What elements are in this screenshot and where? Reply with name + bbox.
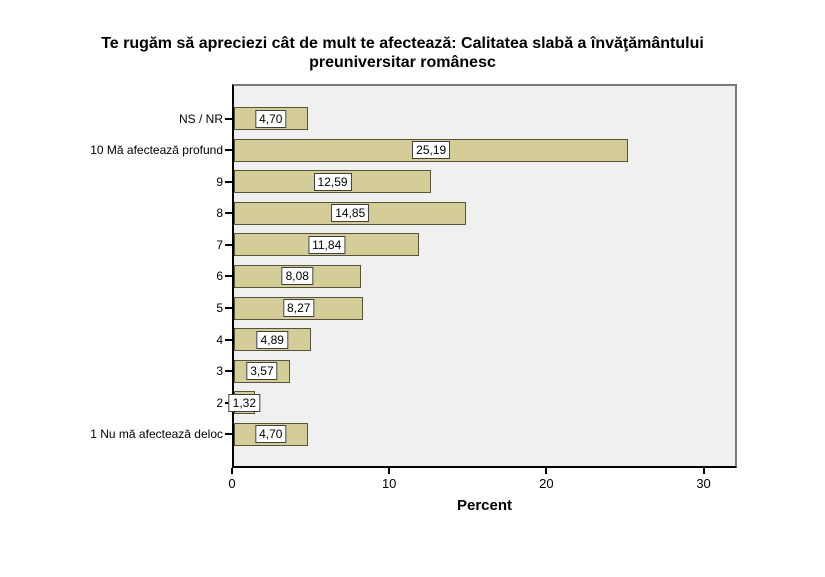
category-label: 5: [216, 301, 223, 316]
x-axis-title: Percent: [456, 497, 513, 514]
category-label: 3: [216, 364, 223, 379]
bar-row-4: 4 4,89: [216, 328, 735, 352]
x-tick-label: 20: [539, 476, 554, 491]
value-label: 12,59: [313, 172, 352, 191]
bar-row-8: 8 14,85: [216, 201, 735, 225]
bar: 3,57: [234, 359, 290, 383]
category-label: 9: [216, 174, 223, 189]
category-label: 10 Mă afectează profund: [90, 143, 223, 158]
bar-row-9: 9 12,59: [216, 170, 735, 194]
category-label: 8: [216, 206, 223, 221]
bar: 4,70: [234, 422, 308, 446]
value-label: 14,85: [331, 204, 370, 223]
y-tick-mark: [225, 180, 232, 183]
y-tick-mark: [225, 401, 232, 404]
bar: 25,19: [234, 138, 629, 162]
value-label: 4,70: [255, 109, 287, 128]
y-tick-mark: [225, 433, 232, 436]
y-tick-mark: [225, 243, 232, 246]
bar-row-2: 2 1,32: [216, 391, 735, 415]
value-label: 1,32: [228, 393, 261, 412]
category-label: 1 Nu mă afectează deloc: [90, 427, 223, 442]
value-label: 4,89: [256, 330, 288, 349]
x-tick-label: 10: [381, 476, 397, 491]
bar-rows: NS / NR 4,70 10 Mă afectează profund 25,…: [90, 86, 735, 466]
bar: 4,70: [234, 107, 308, 130]
category-label: NS / NR: [178, 111, 223, 126]
x-tick-label: 0: [228, 476, 236, 491]
chart-title: Te rugăm să apreciezi cât de mult te afe…: [101, 35, 704, 71]
bar-row-3: 3 3,57: [216, 359, 735, 383]
bar-row-10: 10 Mă afectează profund 25,19: [90, 138, 735, 162]
x-tick-label: 30: [696, 476, 711, 491]
bar: 14,85: [234, 201, 467, 225]
bar-row-7: 7 11,84: [216, 233, 735, 257]
y-tick-mark: [225, 338, 232, 341]
category-label: 4: [216, 332, 223, 347]
bar: 4,89: [234, 328, 311, 352]
bar: 12,59: [234, 170, 432, 194]
x-tick-mark: [702, 468, 705, 474]
category-label: 7: [216, 237, 223, 252]
y-tick-mark: [225, 370, 232, 373]
value-label: 4,70: [255, 425, 287, 444]
category-label: 2: [216, 395, 223, 410]
value-label: 8,08: [281, 267, 313, 286]
bar: 11,84: [234, 233, 420, 257]
value-label: 8,27: [283, 299, 315, 318]
value-label: 25,19: [412, 141, 451, 160]
bar-row-6: 6 8,08: [216, 264, 735, 288]
category-label: 6: [216, 269, 223, 284]
bar-row-ns-nr: NS / NR 4,70: [179, 107, 735, 130]
x-tick-mark: [231, 468, 233, 474]
plot-area: NS / NR 4,70 10 Mă afectează profund 25,…: [90, 84, 737, 514]
bar: 8,08: [234, 264, 361, 288]
y-tick-mark: [225, 117, 232, 120]
bar: 1,32: [228, 391, 261, 415]
y-tick-mark: [225, 212, 232, 215]
y-tick-mark: [225, 307, 232, 310]
value-label: 11,84: [308, 235, 346, 254]
value-label: 3,57: [246, 362, 278, 381]
y-tick-mark: [225, 275, 232, 278]
bar-row-1: 1 Nu mă afectează deloc 4,70: [90, 422, 735, 446]
x-tick-mark: [388, 468, 391, 474]
x-tick-mark: [545, 468, 548, 474]
bar: 8,27: [234, 296, 364, 320]
bar-row-5: 5 8,27: [216, 296, 735, 320]
y-tick-mark: [225, 149, 232, 152]
